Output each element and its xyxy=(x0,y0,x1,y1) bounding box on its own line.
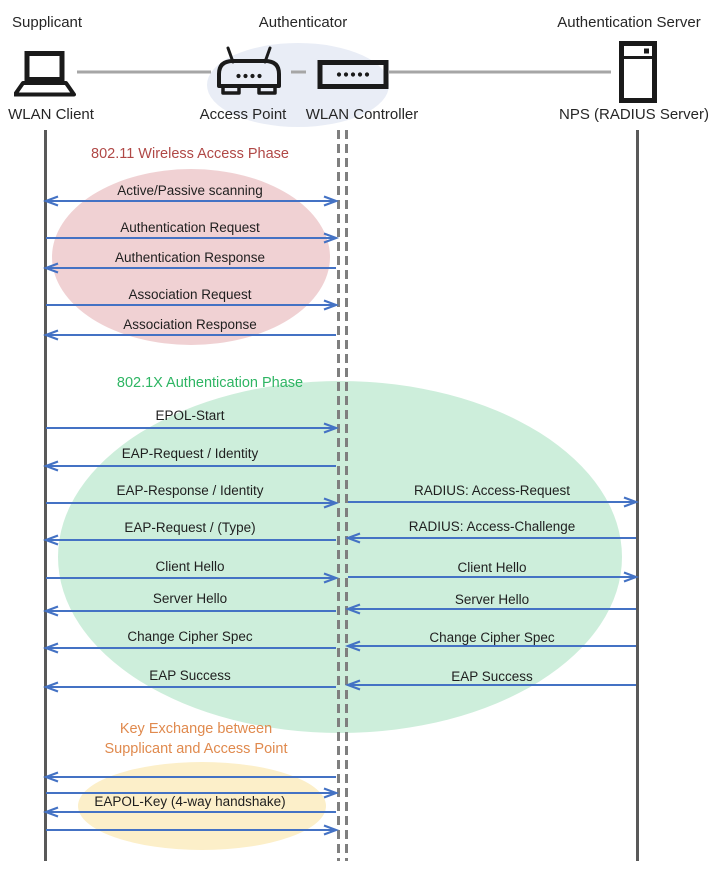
message-label: Server Hello xyxy=(454,592,530,607)
message-label: EAP Success xyxy=(451,669,533,684)
access-point-icon xyxy=(212,45,286,100)
arrowhead-left-icon xyxy=(42,642,59,654)
phase3-title: Key Exchange between Supplicant and Acce… xyxy=(46,720,346,759)
arrowhead-right-icon xyxy=(323,232,340,244)
arrowhead-right-icon xyxy=(323,572,340,584)
arrowhead-left-icon xyxy=(42,329,59,341)
phase3-title-line2: Supplicant and Access Point xyxy=(104,740,288,757)
message-label: Association Response xyxy=(123,317,257,332)
message-label: Authentication Response xyxy=(114,250,266,265)
message-label: Server Hello xyxy=(152,591,228,606)
wlan-controller-label: WLAN Controller xyxy=(305,106,419,123)
message-label: RADIUS: Access-Challenge xyxy=(408,519,576,534)
arrowhead-left-icon xyxy=(42,195,59,207)
nps-radius-server-label: NPS (RADIUS Server) xyxy=(558,106,710,123)
arrowhead-left-icon xyxy=(42,771,59,783)
arrowhead-left-icon xyxy=(42,534,59,546)
wlan-client-label: WLAN Client xyxy=(8,106,94,123)
arrowhead-left-icon xyxy=(42,681,59,693)
phase2-title: 802.1X Authentication Phase xyxy=(116,375,304,391)
role-authentication-server-label: Authentication Server xyxy=(557,14,701,31)
message-label: EAPOL-Key (4-way handshake) xyxy=(94,794,286,809)
arrowhead-left-icon xyxy=(344,532,361,544)
role-authenticator-label: Authenticator xyxy=(258,14,348,31)
message-label: EAP Success xyxy=(149,668,231,683)
message-label: EAP-Request / Identity xyxy=(121,446,259,461)
message-label: RADIUS: Access-Request xyxy=(413,483,571,498)
message-label: Change Cipher Spec xyxy=(127,629,253,644)
arrowhead-right-icon xyxy=(323,299,340,311)
message-label: EPOL-Start xyxy=(155,408,225,423)
access-point-label: Access Point xyxy=(199,106,287,123)
message-label: EAP-Response / Identity xyxy=(116,483,264,498)
arrowhead-right-icon xyxy=(323,787,340,799)
wlan-controller-icon xyxy=(317,59,389,90)
arrowhead-right-icon xyxy=(323,195,340,207)
arrowhead-right-icon xyxy=(623,496,640,508)
message-label: Client Hello xyxy=(155,559,225,574)
message-label: Client Hello xyxy=(457,560,527,575)
message-label: Authentication Request xyxy=(120,220,260,235)
arrowhead-left-icon xyxy=(344,640,361,652)
arrowhead-right-icon xyxy=(323,497,340,509)
phase1-ellipse xyxy=(52,169,330,345)
message-label: Association Request xyxy=(128,287,252,302)
arrowhead-right-icon xyxy=(323,422,340,434)
message-label: Active/Passive scanning xyxy=(117,183,263,198)
message-label: EAP-Request / (Type) xyxy=(124,520,256,535)
arrowhead-left-icon xyxy=(42,262,59,274)
message-label: Change Cipher Spec xyxy=(429,630,555,645)
laptop-icon xyxy=(14,51,76,98)
arrowhead-right-icon xyxy=(323,824,340,836)
phase3-title-line1: Key Exchange between xyxy=(119,721,273,737)
arrowhead-left-icon xyxy=(344,603,361,615)
phase1-title: 802.11 Wireless Access Phase xyxy=(91,146,289,162)
server-icon xyxy=(619,41,657,103)
role-supplicant-label: Supplicant xyxy=(12,14,83,31)
arrowhead-left-icon xyxy=(42,605,59,617)
arrowhead-left-icon xyxy=(344,679,361,691)
arrowhead-right-icon xyxy=(623,571,640,583)
arrowhead-left-icon xyxy=(42,806,59,818)
arrowhead-left-icon xyxy=(42,460,59,472)
